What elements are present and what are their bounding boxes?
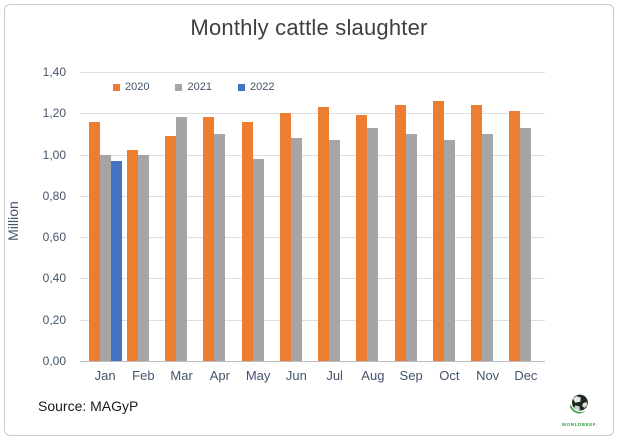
bar-2021-oct [443, 140, 455, 361]
legend-item-2021: 2021 [175, 81, 212, 93]
y-tick-label: 0,20 [42, 312, 66, 327]
y-axis-tick-labels: 1,40 1,20 1,00 0,80 0,60 0,40 0,20 0,00 [0, 0, 66, 440]
gridline [80, 196, 545, 197]
bar-group-aug [354, 72, 392, 361]
bar-2022-jan [110, 160, 122, 361]
gridline [80, 237, 545, 238]
bar-2021-apr [214, 133, 226, 361]
y-tick-label: 0,80 [42, 188, 66, 203]
bar-group-sep [392, 72, 430, 361]
bar-2020-jan [88, 121, 100, 361]
legend-swatch-2020 [113, 83, 120, 91]
legend-item-2020: 2020 [113, 81, 149, 93]
legend-swatch-2021 [175, 83, 183, 91]
y-tick-label: 0,60 [42, 230, 66, 245]
bar-group-may [239, 72, 277, 361]
logo-text: WORLDBEEF [561, 422, 597, 427]
x-label-mar: Mar [170, 368, 193, 383]
bar-group-jan [86, 72, 124, 361]
bar-2020-mar [165, 136, 177, 361]
x-label-jul: Jul [326, 368, 343, 383]
y-tick-label: 1,20 [42, 106, 66, 121]
bar-group-nov [469, 72, 507, 361]
bar-2021-jul [329, 140, 341, 361]
bar-2021-sep [405, 133, 417, 361]
x-label-sep: Sep [399, 368, 423, 383]
plot-area [80, 72, 545, 362]
globe-icon [567, 394, 591, 420]
y-tick-label: 0,40 [42, 271, 66, 286]
gridline [80, 278, 545, 279]
bar-group-oct [430, 72, 468, 361]
chart-title: Monthly cattle slaughter [190, 15, 428, 40]
bar-2021-jan [99, 154, 111, 361]
bar-2021-may [252, 158, 264, 361]
bars-row [86, 72, 545, 361]
x-label-apr: Apr [209, 368, 230, 383]
x-label-aug: Aug [361, 368, 385, 383]
x-label-jan: Jan [94, 368, 116, 383]
x-label-nov: Nov [476, 368, 500, 383]
bar-2021-jun [290, 138, 302, 361]
bar-2021-aug [367, 127, 379, 361]
bar-2021-nov [482, 133, 494, 361]
y-tick-label: 0,00 [42, 354, 66, 368]
bar-2020-dec [509, 111, 521, 361]
bar-2020-sep [394, 105, 406, 361]
bar-2021-feb [137, 154, 149, 361]
gridline [80, 361, 545, 362]
bar-2020-apr [203, 117, 215, 361]
bar-2020-jul [318, 107, 330, 361]
bar-2020-may [241, 121, 253, 361]
bar-2020-aug [356, 115, 368, 361]
bar-group-dec [507, 72, 545, 361]
bar-2020-jun [279, 113, 291, 361]
y-tick-label: 1,40 [42, 65, 66, 79]
legend-item-2022: 2022 [237, 81, 275, 93]
watermark-logo: WORLDBEEF [556, 392, 602, 427]
bar-2020-feb [126, 150, 138, 361]
x-axis-labels: Jan Feb Mar Apr May Jun Jul Aug Sep Oct Nov Dec [86, 368, 545, 383]
bar-2021-dec [520, 127, 532, 361]
x-label-feb: Feb [132, 368, 155, 383]
source-note: Source: MAGyP [38, 398, 139, 414]
bar-group-apr [201, 72, 239, 361]
bar-group-jun [277, 72, 315, 361]
legend-swatch-2022 [237, 83, 245, 91]
gridline [80, 155, 545, 156]
bar-group-jul [316, 72, 354, 361]
legend-label-2021: 2021 [187, 81, 212, 93]
bar-group-mar [163, 72, 201, 361]
bar-2020-oct [432, 100, 444, 361]
bar-2020-nov [471, 105, 483, 361]
legend: 2020 2021 2022 [113, 81, 274, 93]
gridline [80, 72, 545, 73]
x-label-may: May [245, 368, 271, 383]
legend-label-2020: 2020 [125, 81, 150, 93]
gridline [80, 113, 545, 114]
x-label-dec: Dec [514, 368, 538, 383]
y-tick-label: 1,00 [42, 147, 66, 162]
x-label-oct: Oct [439, 368, 460, 383]
bar-2021-mar [176, 117, 188, 361]
gridline [80, 320, 545, 321]
legend-label-2022: 2022 [249, 81, 275, 93]
x-label-jun: Jun [285, 368, 307, 383]
bar-group-feb [124, 72, 162, 361]
